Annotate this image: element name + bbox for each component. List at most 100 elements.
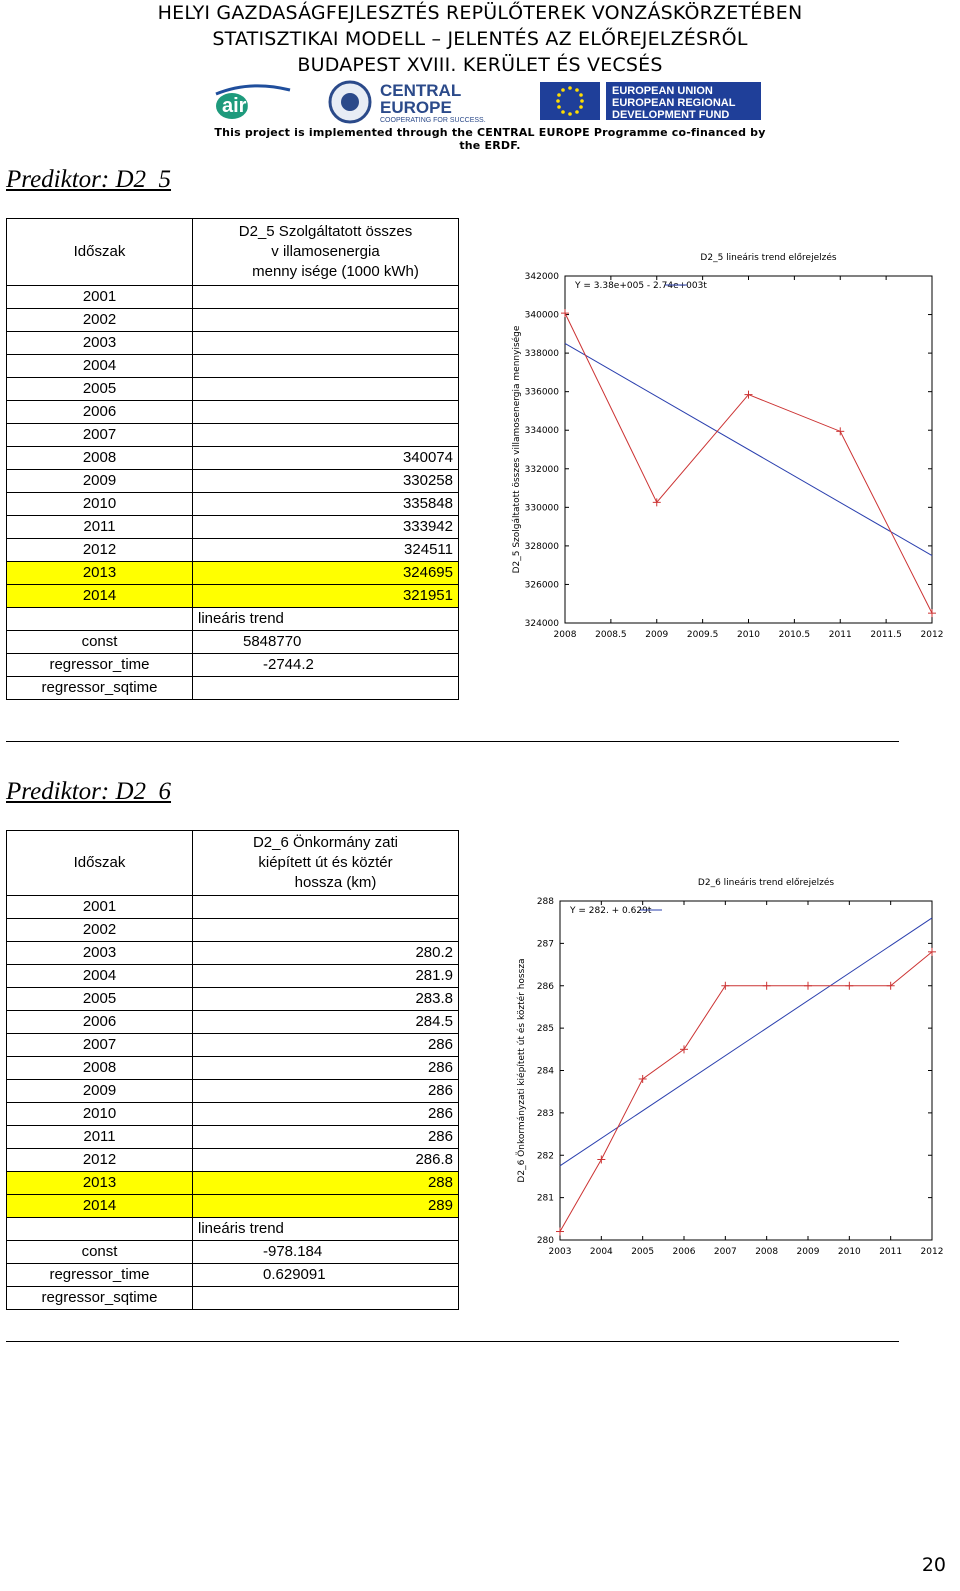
page-header: HELYI GAZDASÁGFEJLESZTÉS REPÜLŐTEREK VON…	[0, 0, 960, 152]
x-tick-label: 2006	[673, 1247, 696, 1257]
table-row: 2004	[6, 354, 459, 378]
row-year: 2005	[6, 377, 193, 401]
central-europe-logo-icon: CENTRAL EUROPE COOPERATING FOR SUCCESS.	[328, 80, 486, 124]
row-value: 340074	[192, 446, 459, 470]
row-year: 2011	[6, 515, 193, 539]
eu-logo: EUROPEAN UNION EUROPEAN REGIONAL DEVELOP…	[540, 80, 765, 124]
table-header-row: Időszak D2_5 Szolgáltatott összes v illa…	[6, 218, 459, 286]
regtime-row: regressor_time -2744.2	[6, 653, 459, 677]
row-year: 2002	[6, 308, 193, 332]
col-header-line-1: D2_6 Önkormány zati	[252, 834, 399, 851]
table-row: 2005	[6, 377, 459, 401]
y-tick-label: 324000	[525, 619, 560, 629]
y-tick-label: 328000	[525, 542, 560, 552]
row-value	[192, 285, 459, 309]
row-value: 286	[192, 1102, 459, 1126]
table-row: 2002	[6, 308, 459, 332]
regsq-label: regressor_sqtime	[6, 1286, 193, 1310]
data-point	[836, 427, 845, 436]
table-row: 2014 289	[6, 1194, 459, 1218]
x-tick-label: 2010.5	[779, 630, 811, 640]
col-header-value: D2_5 Szolgáltatott összes v illamosenerg…	[192, 218, 459, 286]
central-europe-logo: CENTRAL EUROPE COOPERATING FOR SUCCESS.	[320, 80, 530, 124]
row-year: 2006	[6, 400, 193, 424]
row-value	[192, 423, 459, 447]
row-value: 284.5	[192, 1010, 459, 1034]
y-tick-label: 281	[537, 1194, 554, 1204]
data-point	[886, 981, 895, 990]
y-tick-label: 288	[537, 897, 554, 907]
row-value: 286.8	[192, 1148, 459, 1172]
chart-d2-6: D2_6 lineáris trend előrejelzés 2003 2004 2…	[516, 877, 943, 1257]
data-point	[597, 1155, 606, 1164]
regtime-label: regressor_time	[6, 1263, 193, 1287]
table-row: 2014 321951	[6, 584, 459, 608]
header-footnote: This project is implemented through the …	[214, 126, 766, 152]
trend-label: lineáris trend	[192, 607, 459, 631]
svg-text:EUROPEAN UNION: EUROPEAN UNION	[612, 85, 713, 97]
x-tick-label: 2008	[755, 1247, 778, 1257]
row-value	[192, 354, 459, 378]
series-line	[559, 951, 933, 1232]
y-tick-label: 283	[537, 1109, 554, 1119]
svg-text:airLED: airLED	[222, 95, 286, 117]
svg-text:CENTRAL: CENTRAL	[380, 81, 461, 100]
y-tick-label: 287	[537, 939, 554, 949]
table-row: 2008 286	[6, 1056, 459, 1080]
legend-label: Y = 282. + 0.629t	[569, 906, 652, 916]
y-tick-label: 326000	[525, 580, 560, 590]
const-value: 5848770	[192, 630, 459, 654]
row-value: 286	[192, 1125, 459, 1149]
row-year: 2011	[6, 1125, 193, 1149]
row-value: 324511	[192, 538, 459, 562]
row-year: 2014	[6, 584, 193, 608]
row-year: 2001	[6, 895, 193, 919]
y-tick-label: 285	[537, 1024, 554, 1034]
table-row: 2010 286	[6, 1102, 459, 1126]
row-year: 2005	[6, 987, 193, 1011]
y-tick-label: 286	[537, 982, 554, 992]
data-point	[928, 609, 936, 618]
row-value: 283.8	[192, 987, 459, 1011]
data-point	[556, 1227, 564, 1236]
table-row: 2012 286.8	[6, 1148, 459, 1172]
airled-logo-icon: airLED	[215, 84, 291, 119]
table-row: 2009 286	[6, 1079, 459, 1103]
header-line-3: BUDAPEST XVIII. KERÜLET ÉS VECSÉS	[297, 54, 663, 76]
x-tick-label: 2008	[554, 630, 577, 640]
row-value: 281.9	[192, 964, 459, 988]
table-row: 2004 281.9	[6, 964, 459, 988]
table-row: 2011 333942	[6, 515, 459, 539]
regsq-label: regressor_sqtime	[6, 676, 193, 700]
regtime-label: regressor_time	[6, 653, 193, 677]
chart-title: D2_6 lineáris trend előrejelzés	[698, 877, 834, 888]
table-row: 2011 286	[6, 1125, 459, 1149]
row-value	[192, 918, 459, 942]
const-label: const	[6, 1240, 193, 1264]
table-row: 2013 288	[6, 1171, 459, 1195]
y-tick-label: 280	[537, 1236, 554, 1246]
row-year: 2009	[6, 469, 193, 493]
table-row: 2012 324511	[6, 538, 459, 562]
x-tick-label: 2007	[714, 1247, 737, 1257]
legend-label: Y = 3.38e+005 - 2.74e+003t	[574, 281, 707, 291]
table-row: 2013 324695	[6, 561, 459, 585]
row-value	[192, 895, 459, 919]
y-axis-label: D2_5 Szolgáltatott összes villamosenergi…	[511, 325, 522, 573]
regsq-row: regressor_sqtime	[6, 676, 459, 700]
row-year: 2009	[6, 1079, 193, 1103]
data-point	[561, 309, 569, 318]
svg-text:EUROPE: EUROPE	[380, 98, 452, 117]
divider-1	[6, 741, 899, 742]
trend-line	[559, 917, 933, 1167]
row-year: 2003	[6, 941, 193, 965]
table-row: 2009 330258	[6, 469, 459, 493]
row-year: 2013	[6, 561, 193, 585]
col-header-period: Időszak	[6, 218, 193, 286]
y-tick-label: 332000	[525, 465, 560, 475]
section-title-d2-5: Prediktor: D2_5	[6, 166, 172, 193]
row-year: 2007	[6, 1033, 193, 1057]
y-tick-label: 282	[537, 1151, 554, 1161]
y-tick-label: 334000	[525, 426, 560, 436]
table-row: 2006 284.5	[6, 1010, 459, 1034]
